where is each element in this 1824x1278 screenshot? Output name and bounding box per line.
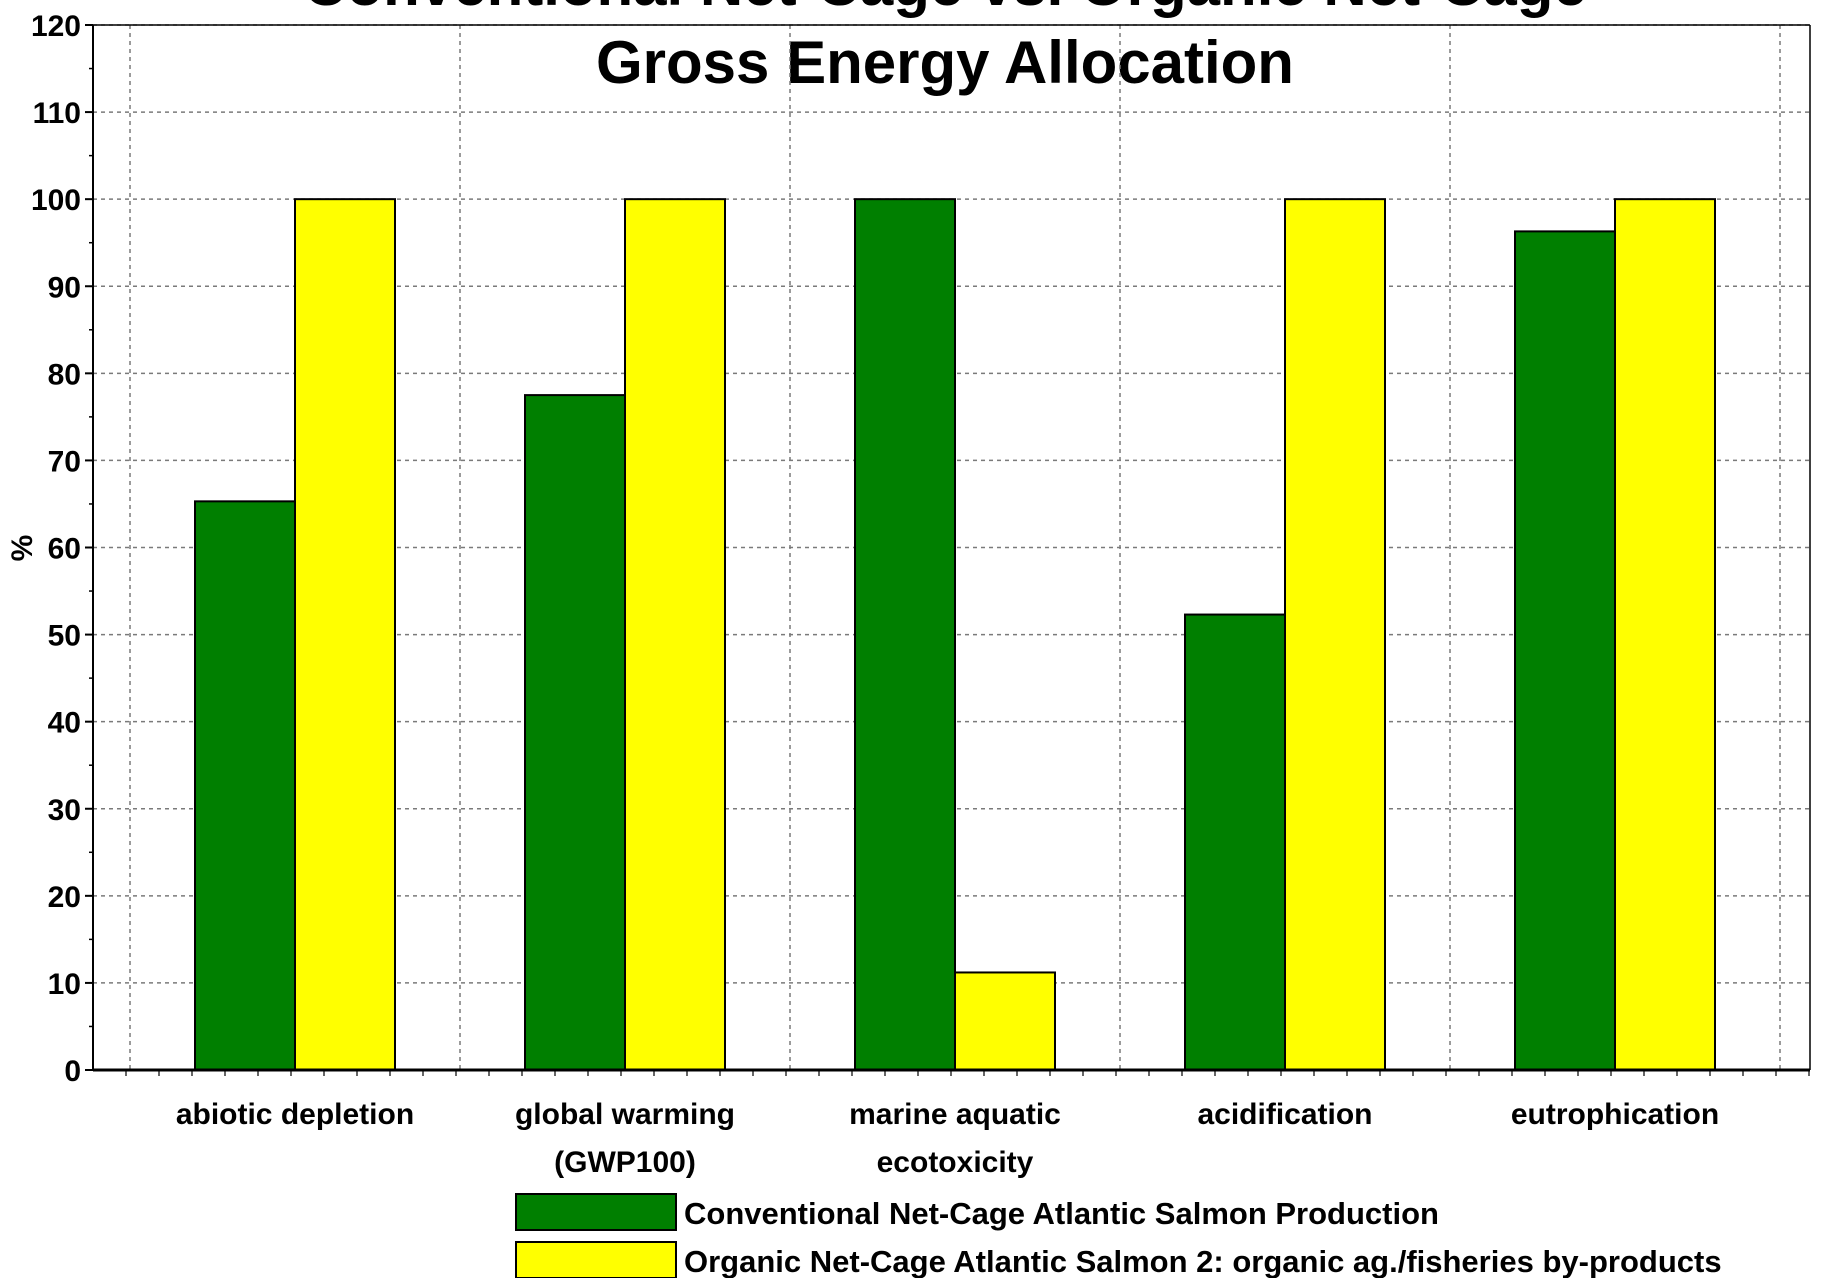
y-axis-label: % [6, 535, 39, 562]
x-category-label: (GWP100) [554, 1146, 696, 1179]
chart-title-line: Conventional Net-Cage vs. Organic Net-Ca… [303, 0, 1587, 18]
bar-conventional [1184, 613, 1286, 1071]
bar-organic [294, 198, 396, 1071]
x-category-label: ecotoxicity [877, 1146, 1034, 1179]
y-tick-label: 90 [48, 271, 81, 304]
y-tick-label: 10 [48, 968, 81, 1001]
y-tick-label: 110 [33, 97, 81, 130]
bars [194, 198, 1716, 1072]
bar-conventional [194, 500, 296, 1071]
bar-organic [1614, 198, 1716, 1071]
chart-title-line: Gross Energy Allocation [596, 29, 1294, 96]
x-category-label: marine aquatic [849, 1098, 1061, 1131]
legend-label: Conventional Net-Cage Atlantic Salmon Pr… [684, 1196, 1439, 1231]
x-category-label: abiotic depletion [176, 1098, 414, 1131]
y-tick-label: 120 [31, 10, 81, 43]
bar-organic [1284, 198, 1386, 1071]
legend-swatch [515, 1193, 677, 1231]
y-tick-label: 0 [64, 1055, 81, 1088]
y-tick-label: 50 [48, 620, 81, 653]
y-tick-label: 40 [48, 707, 81, 740]
y-tick-label: 100 [31, 184, 81, 217]
legend: Conventional Net-Cage Atlantic Salmon Pr… [515, 1193, 1722, 1278]
bar-conventional [854, 198, 956, 1071]
legend-swatch [515, 1241, 677, 1278]
y-tick-label: 20 [48, 881, 81, 914]
x-category-label: eutrophication [1511, 1098, 1719, 1131]
y-tick-label: 70 [48, 445, 81, 478]
bar-organic [954, 971, 1056, 1072]
x-axis-categories: abiotic depletion global warming (GWP100) m… [176, 1098, 1719, 1179]
legend-label: Organic Net-Cage Atlantic Salmon 2: orga… [684, 1244, 1722, 1278]
y-axis-ticks: 0 10 20 30 40 50 60 70 80 90 100 110 120 [31, 10, 1810, 1088]
x-category-label: global warming [515, 1098, 735, 1131]
bar-organic [624, 198, 726, 1071]
y-tick-label: 60 [48, 533, 81, 566]
y-tick-label: 80 [48, 358, 81, 391]
y-tick-label: 30 [48, 794, 81, 827]
bar-conventional [1514, 230, 1616, 1071]
chart-title: Conventional Net-Cage vs. Organic Net-Ca… [303, 0, 1587, 96]
bar-conventional [524, 394, 626, 1071]
x-category-label: acidification [1197, 1098, 1372, 1131]
